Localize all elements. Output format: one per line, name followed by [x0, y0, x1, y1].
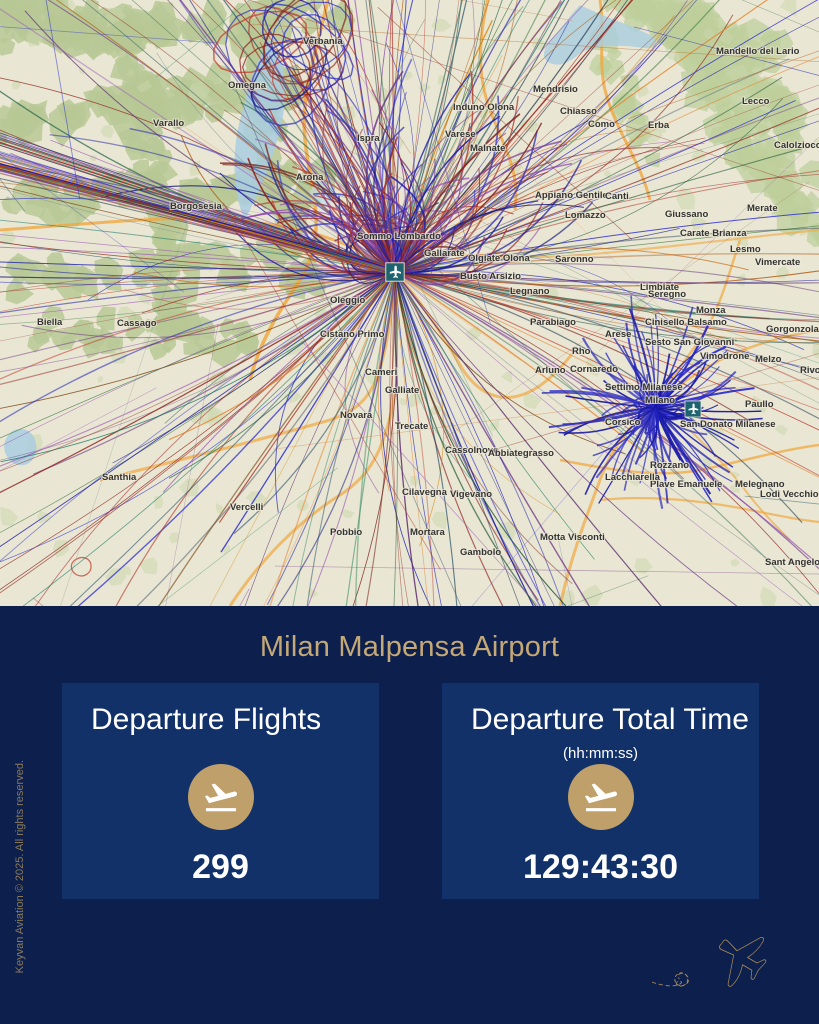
- svg-text:Paullo: Paullo: [745, 399, 774, 410]
- svg-text:Chiasso: Chiasso: [560, 106, 597, 117]
- svg-text:Gorgonzola: Gorgonzola: [766, 324, 819, 335]
- svg-text:Sesto San Giovanni: Sesto San Giovanni: [645, 337, 734, 348]
- svg-text:Vimodrone: Vimodrone: [700, 351, 749, 362]
- svg-text:Ispra: Ispra: [357, 133, 380, 144]
- svg-text:Vercelli: Vercelli: [230, 502, 263, 513]
- svg-text:Olgiate Olona: Olgiate Olona: [468, 253, 530, 264]
- svg-text:Carate Brianza: Carate Brianza: [680, 228, 747, 239]
- svg-text:Lecco: Lecco: [742, 96, 770, 107]
- svg-text:Seregno: Seregno: [648, 289, 686, 300]
- svg-text:San Donato Milanese: San Donato Milanese: [680, 419, 776, 430]
- svg-text:Lacchiarella: Lacchiarella: [605, 472, 661, 483]
- svg-text:Rozzano: Rozzano: [650, 460, 689, 471]
- svg-text:Cistano Primo: Cistano Primo: [320, 329, 385, 340]
- svg-text:Busto Arsizio: Busto Arsizio: [460, 271, 521, 282]
- svg-text:Canti: Canti: [605, 191, 629, 202]
- svg-text:Gallarate: Gallarate: [424, 248, 465, 259]
- svg-text:Lomazzo: Lomazzo: [565, 210, 606, 221]
- svg-text:Gambolo: Gambolo: [460, 547, 501, 558]
- svg-text:Mortara: Mortara: [410, 527, 446, 538]
- svg-text:Merate: Merate: [747, 203, 778, 214]
- svg-text:Cilavegna: Cilavegna: [402, 487, 448, 498]
- svg-text:Arona: Arona: [296, 172, 324, 183]
- svg-text:Sommo Lombardo: Sommo Lombardo: [357, 231, 441, 242]
- svg-text:Erba: Erba: [648, 120, 670, 131]
- svg-text:Giussano: Giussano: [665, 209, 708, 220]
- svg-text:Malnate: Malnate: [470, 143, 505, 154]
- svg-text:Milano: Milano: [645, 395, 675, 406]
- svg-text:Trecate: Trecate: [395, 421, 428, 432]
- svg-text:Cornaredo: Cornaredo: [570, 364, 618, 375]
- svg-text:Cinisello Balsamo: Cinisello Balsamo: [645, 317, 727, 328]
- svg-text:Biella: Biella: [37, 317, 63, 328]
- svg-text:Calolziocorte: Calolziocorte: [774, 140, 819, 151]
- svg-text:Lesmo: Lesmo: [730, 244, 761, 255]
- svg-text:Plave Emanuele: Plave Emanuele: [650, 479, 722, 490]
- svg-text:Mandello del Lario: Mandello del Lario: [716, 46, 800, 57]
- svg-text:Cassago: Cassago: [117, 318, 157, 329]
- svg-text:Legnano: Legnano: [510, 286, 550, 297]
- svg-text:Corsico: Corsico: [605, 417, 641, 428]
- svg-text:Induno Olona: Induno Olona: [453, 102, 515, 113]
- svg-text:Lodi Vecchio: Lodi Vecchio: [760, 489, 819, 500]
- svg-text:Novara: Novara: [340, 410, 373, 421]
- svg-text:Parabiago: Parabiago: [530, 317, 576, 328]
- svg-text:Galliate: Galliate: [385, 385, 419, 396]
- svg-text:Arluno: Arluno: [535, 365, 566, 376]
- svg-text:Sant Angelo Lodigiano: Sant Angelo Lodigiano: [765, 557, 819, 568]
- svg-text:Cameri: Cameri: [365, 367, 397, 378]
- svg-text:Vimercate: Vimercate: [755, 257, 800, 268]
- svg-text:Motta Visconti: Motta Visconti: [540, 532, 605, 543]
- svg-text:Settimo Milanese: Settimo Milanese: [605, 382, 683, 393]
- svg-text:Borgosesia: Borgosesia: [170, 201, 222, 212]
- svg-text:Saronno: Saronno: [555, 254, 594, 265]
- svg-text:Como: Como: [588, 119, 615, 130]
- svg-text:Verbania: Verbania: [303, 36, 343, 47]
- svg-text:Varese: Varese: [445, 129, 476, 140]
- svg-text:Pobbio: Pobbio: [330, 527, 362, 538]
- svg-text:Omegna: Omegna: [228, 80, 267, 91]
- svg-text:Vigevano: Vigevano: [450, 489, 492, 500]
- svg-text:Oleggio: Oleggio: [330, 295, 366, 306]
- svg-text:Melzo: Melzo: [755, 354, 782, 365]
- svg-text:Santhia: Santhia: [102, 472, 137, 483]
- svg-text:Mendrisio: Mendrisio: [533, 84, 578, 95]
- svg-text:Appiano Gentile: Appiano Gentile: [535, 190, 608, 201]
- svg-text:Monza: Monza: [696, 305, 726, 316]
- svg-text:Rho: Rho: [572, 346, 591, 357]
- svg-text:Rivolta: Rivolta: [800, 365, 819, 376]
- svg-text:Varallo: Varallo: [153, 118, 184, 129]
- svg-text:Arese: Arese: [605, 329, 631, 340]
- svg-text:Abbiategrasso: Abbiategrasso: [488, 448, 554, 459]
